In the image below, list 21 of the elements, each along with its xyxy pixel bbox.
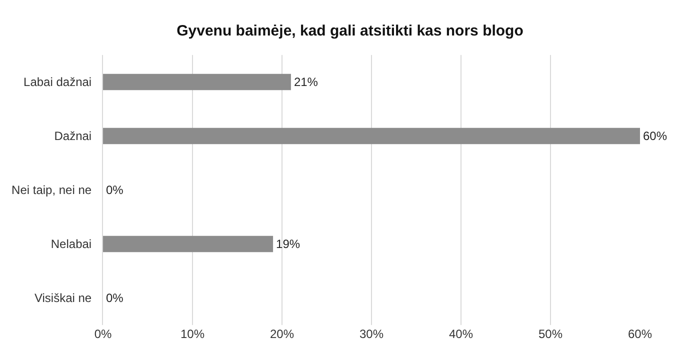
bar [103,74,291,90]
x-tick-label: 10% [180,327,205,341]
y-tick-label: Nelabai [50,237,92,252]
bar [103,128,640,144]
data-label: 21% [294,75,318,89]
y-tick-label: Nei taip, nei ne [12,183,92,198]
chart-title: Gyvenu baimėje, kad gali atsitikti kas nors blogo [176,22,524,40]
x-tick-label: 30% [359,327,384,341]
x-tick-label: 40% [448,327,474,341]
data-label: 0% [106,291,124,305]
y-tick-label: Visiškai ne [34,291,92,306]
data-label: 19% [276,237,300,251]
y-tick-label: Dažnai [54,129,92,144]
x-tick-label: 50% [538,327,563,341]
x-tick-label: 0% [94,327,112,341]
data-label: 0% [106,183,124,197]
data-label: 60% [643,129,668,143]
y-tick-label: Labai dažnai [24,75,92,90]
x-tick-label: 60% [628,327,652,341]
bar [103,236,274,252]
x-tick-label: 20% [270,327,294,341]
